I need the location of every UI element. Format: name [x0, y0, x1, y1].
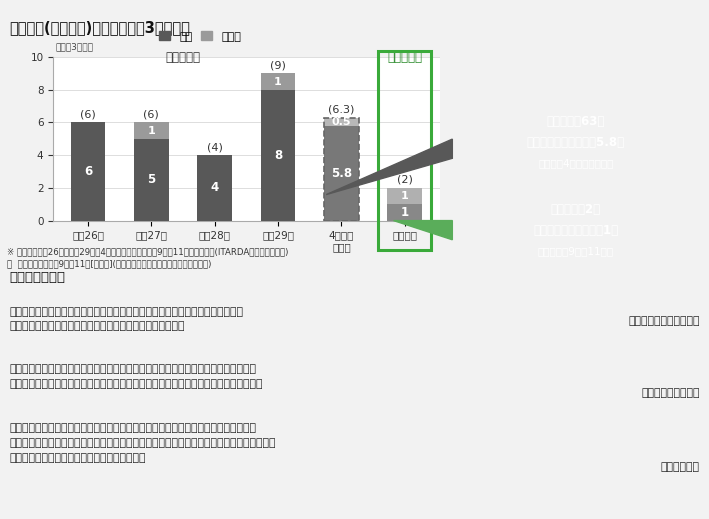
- Text: うち、追突事故件数：1件: うち、追突事故件数：1件: [533, 224, 618, 237]
- Text: 1: 1: [274, 77, 282, 87]
- Text: 4: 4: [211, 181, 219, 195]
- Text: 1: 1: [401, 206, 409, 219]
- Text: (6.3): (6.3): [328, 105, 354, 115]
- Text: 1: 1: [147, 126, 155, 135]
- Text: 事故件数：2件: 事故件数：2件: [551, 203, 601, 216]
- Text: 完成後：令和元年9月～11月[速報値](埼玉県警察本部へのヒアリング結果より): 完成後：令和元年9月～11月[速報値](埼玉県警察本部へのヒアリング結果より): [7, 259, 211, 268]
- Text: （令和元年9月～11月）: （令和元年9月～11月）: [537, 247, 614, 256]
- Text: うち、追突事故件数：5.8件: うち、追突事故件数：5.8件: [527, 136, 625, 149]
- Text: 8: 8: [274, 148, 282, 162]
- Text: （消防関係）: （消防関係）: [661, 462, 700, 472]
- Bar: [134, 139, 169, 221]
- Text: 【完成後】: 【完成後】: [387, 51, 423, 64]
- Bar: [387, 204, 422, 221]
- Bar: [261, 90, 296, 221]
- Text: （整備前4年間の平均値）: （整備前4年間の平均値）: [538, 158, 613, 168]
- Text: （件／3ヶ月）: （件／3ヶ月）: [55, 43, 93, 51]
- Text: ・片側３車線になったことにより、緊急走行時、追い抜く際は一般車は待避しやすくなり、: ・片側３車線になったことにより、緊急走行時、追い抜く際は一般車は待避しやすくなり…: [9, 438, 276, 448]
- Text: 1: 1: [401, 191, 408, 201]
- Bar: [324, 118, 359, 126]
- Text: 【整備前】: 【整備前】: [165, 51, 201, 64]
- Text: ・安全運転を心がけているが、一部の車はとばすようになったので、危ないと感じる。: ・安全運転を心がけているが、一部の車はとばすようになったので、危ないと感じる。: [9, 378, 263, 389]
- Text: (4): (4): [207, 142, 223, 152]
- Text: 5.8: 5.8: [331, 167, 352, 180]
- Legend: 追突, その他: 追突, その他: [155, 26, 245, 46]
- Text: ・高崎側の立体から上り線を進行して本線と側道が合流するが、側道からの車が
　車線変更しないで行けるようになり、安全性が向上した。: ・高崎側の立体から上り線を進行して本線と側道が合流するが、側道からの車が 車線変…: [9, 307, 243, 331]
- Bar: [71, 122, 106, 221]
- Text: 0.5: 0.5: [332, 117, 351, 127]
- Text: (6): (6): [80, 110, 96, 119]
- Text: (2): (2): [397, 175, 413, 185]
- Text: 5: 5: [147, 173, 155, 186]
- Text: 交通事故(死傷事故)の発生状況（3ヶ月間）: 交通事故(死傷事故)の発生状況（3ヶ月間）: [9, 21, 190, 35]
- Bar: [324, 118, 359, 221]
- Text: 6: 6: [84, 165, 92, 178]
- Bar: [378, 50, 431, 250]
- Bar: [261, 74, 296, 90]
- Text: （保育所送迎バス）: （保育所送迎バス）: [641, 388, 700, 398]
- Text: 3ヶ月間(9月～11月)の事故件数: 3ヶ月間(9月～11月)の事故件数: [211, 65, 328, 78]
- Bar: [387, 188, 422, 204]
- Text: (9): (9): [270, 61, 286, 71]
- Text: ・片側３車線になって、スムーズに流れるようになり、送迎時間が多少早くなった。: ・片側３車線になって、スムーズに流れるようになり、送迎時間が多少早くなった。: [9, 364, 256, 374]
- Text: （トラックドライバー）: （トラックドライバー）: [628, 316, 700, 326]
- Text: 安全に追い抜くことができるようになった。: 安全に追い抜くことができるようになった。: [9, 453, 146, 463]
- Text: (6): (6): [143, 110, 160, 119]
- Bar: [324, 126, 359, 221]
- Bar: [134, 122, 169, 139]
- Text: 事故件数：63件: 事故件数：63件: [547, 115, 605, 128]
- Bar: [197, 155, 232, 221]
- Text: ※ 整備前：平成26年～平成29年の4年間の事故データから9月～11月の事故件数(ITARDA事故データより): ※ 整備前：平成26年～平成29年の4年間の事故データから9月～11月の事故件数…: [7, 247, 289, 256]
- Text: 道路利用者の声: 道路利用者の声: [9, 271, 65, 284]
- Text: ・渋滞が緩和されたため、緊急走行経路として、熊谷バイパスが選びやすくなった。: ・渋滞が緩和されたため、緊急走行経路として、熊谷バイパスが選びやすくなった。: [9, 423, 256, 433]
